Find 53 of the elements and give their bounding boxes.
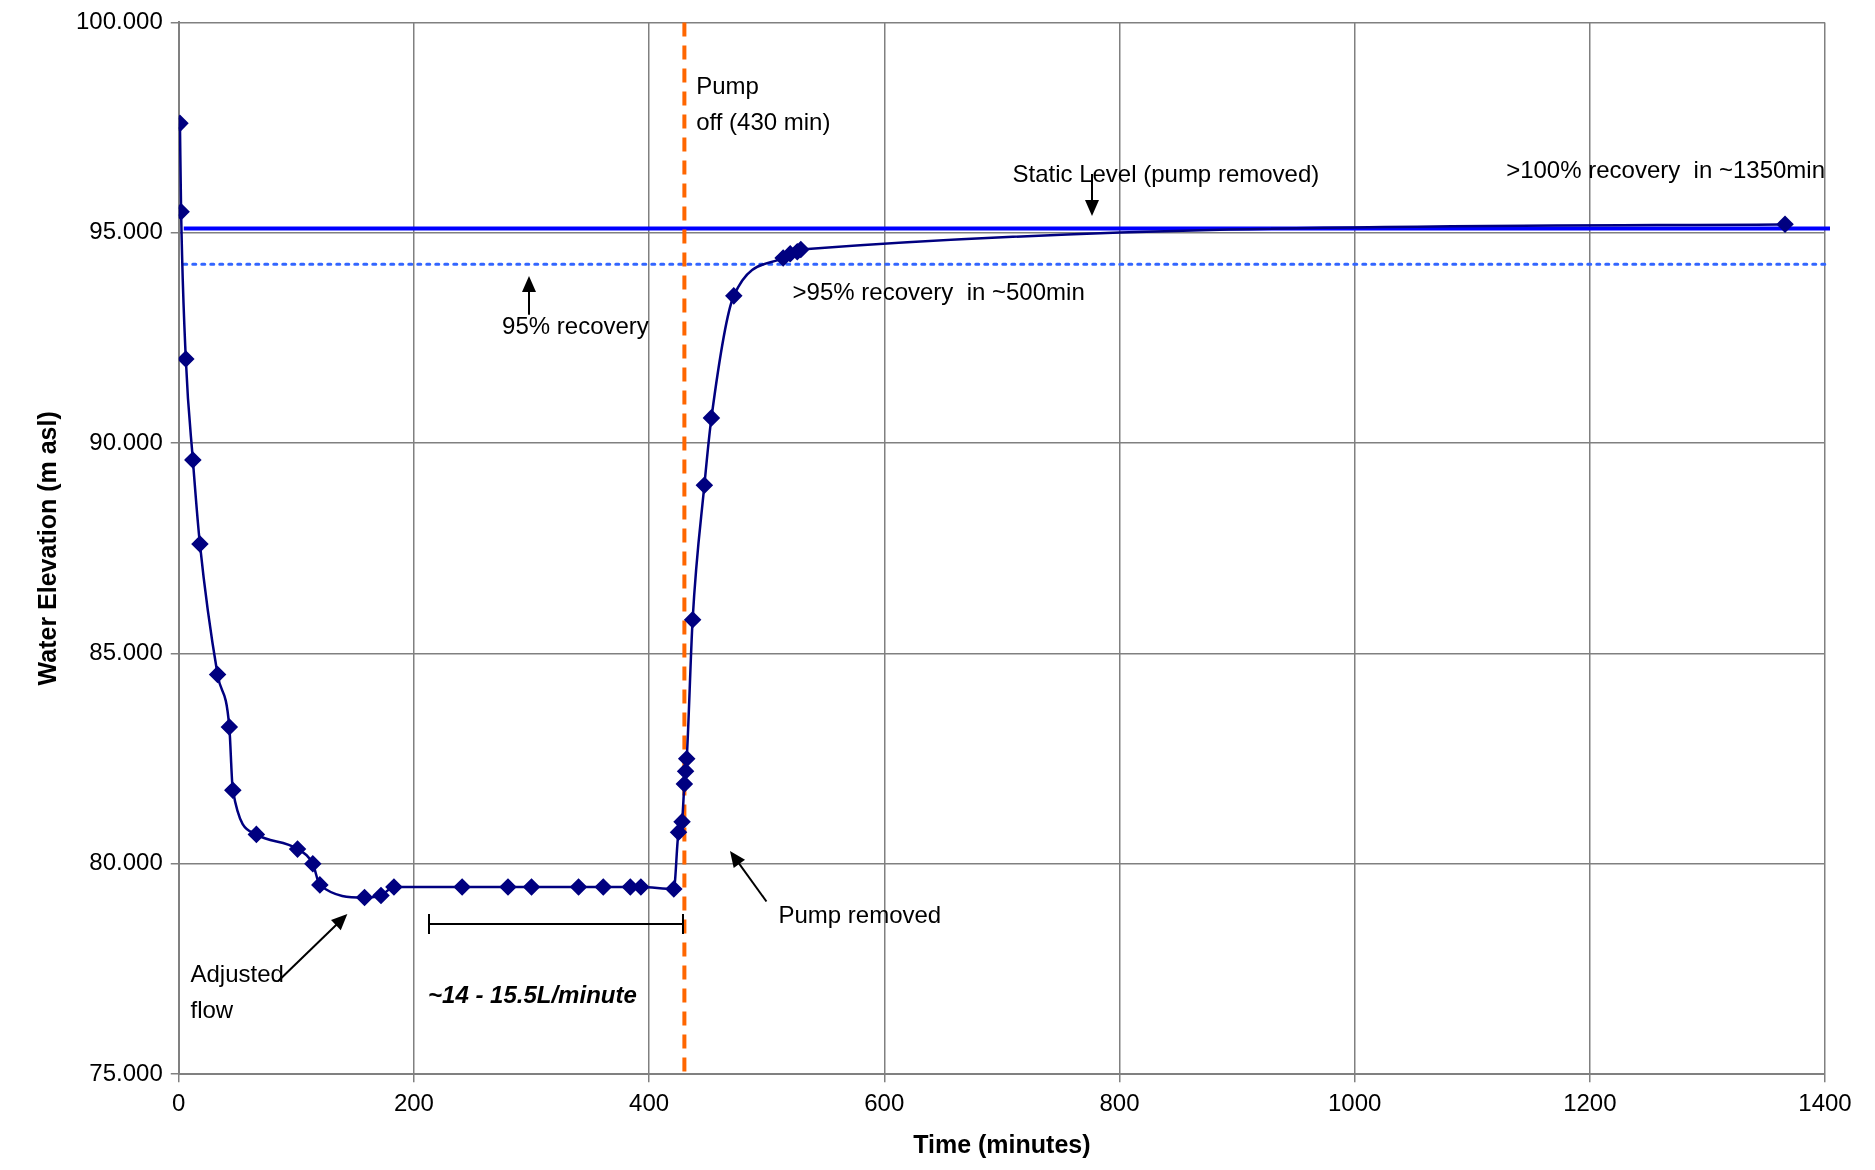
x-axis-title: Time (minutes)	[913, 1129, 1091, 1158]
annotation: >95% recovery in ~500min	[792, 278, 1085, 306]
point	[678, 750, 695, 767]
y-tick-label: 75.000	[89, 1058, 163, 1086]
point	[224, 781, 242, 799]
point	[1776, 216, 1794, 233]
annotation: Adjusted flow	[190, 959, 284, 1023]
point	[665, 880, 683, 898]
y-tick-label: 80.000	[89, 848, 163, 876]
point	[499, 878, 517, 896]
y-tick-label: 95.000	[89, 217, 163, 245]
point	[453, 878, 471, 896]
point	[209, 666, 226, 683]
x-tick-label: 200	[393, 1089, 434, 1117]
point	[684, 611, 701, 629]
point	[289, 840, 306, 858]
point	[184, 451, 202, 469]
point	[696, 476, 713, 494]
point	[677, 763, 694, 780]
x-tick-label: 400	[629, 1089, 670, 1117]
point	[248, 826, 265, 843]
point	[191, 535, 209, 553]
point	[221, 718, 238, 736]
annotation: >100% recovery in ~1350min	[1506, 156, 1825, 184]
x-tick-label: 1000	[1327, 1089, 1382, 1117]
y-axis-title: Water Elevation (m asl)	[32, 411, 61, 686]
x-tick-label: 1200	[1563, 1089, 1617, 1117]
point	[570, 878, 587, 896]
point	[356, 889, 373, 906]
point	[311, 876, 329, 894]
point	[673, 813, 691, 831]
point	[385, 878, 403, 896]
annotation: Pump removed	[778, 900, 942, 928]
point	[372, 887, 390, 904]
point	[703, 409, 720, 427]
ref-line-label: Static Level (pump removed)	[1012, 160, 1320, 188]
y-tick-label: 85.000	[89, 638, 163, 666]
ref-line-label: 95% recovery	[502, 311, 649, 339]
point	[725, 287, 743, 305]
point	[523, 878, 540, 896]
y-tick-label: 100.000	[75, 7, 163, 35]
ref-line-label: Pump off (430 min)	[696, 71, 831, 135]
point	[676, 775, 693, 793]
point	[595, 878, 612, 896]
point	[178, 350, 195, 368]
x-tick-label: 600	[864, 1089, 905, 1117]
x-tick-label: 800	[1099, 1089, 1140, 1117]
point	[304, 855, 322, 873]
x-tick-label: 0	[172, 1089, 186, 1117]
annotation: ~14 - 15.5L/minute	[428, 980, 637, 1008]
y-tick-label: 90.000	[89, 427, 163, 455]
x-tick-label: 1400	[1798, 1089, 1852, 1117]
point	[670, 824, 687, 841]
